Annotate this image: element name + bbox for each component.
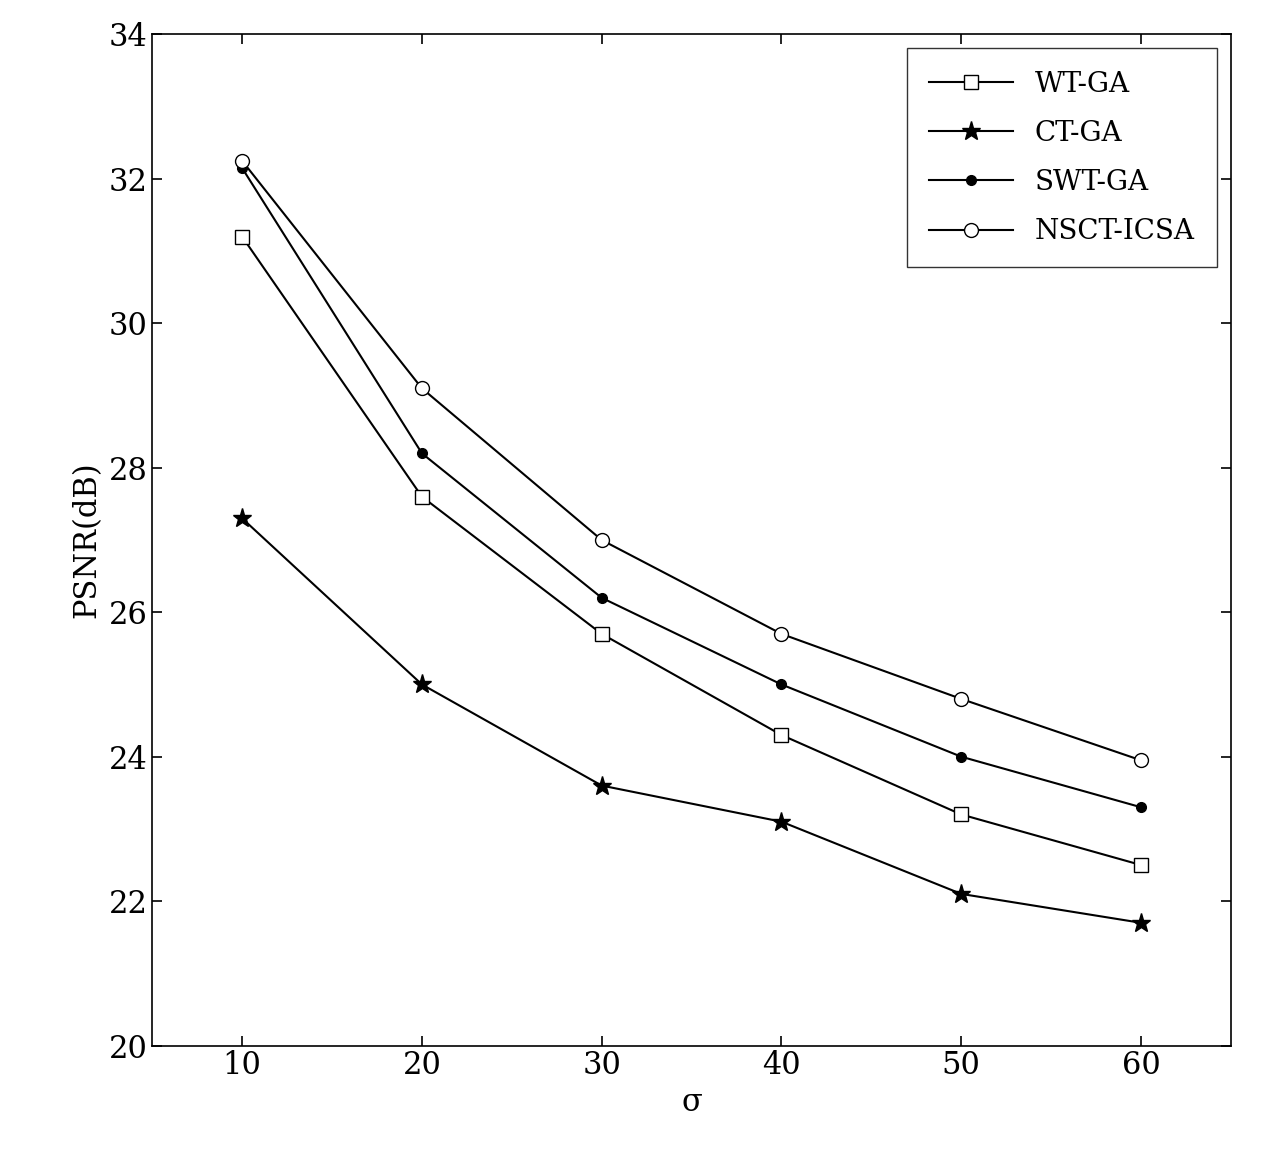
WT-GA bbox=[774, 728, 789, 742]
SWT-GA bbox=[235, 161, 250, 175]
WT-GA bbox=[594, 627, 609, 641]
Line: NSCT-ICSA: NSCT-ICSA bbox=[235, 154, 1148, 768]
SWT-GA bbox=[415, 447, 430, 461]
Line: WT-GA: WT-GA bbox=[235, 230, 1148, 872]
CT-GA bbox=[235, 511, 250, 525]
NSCT-ICSA bbox=[594, 533, 609, 547]
SWT-GA bbox=[1133, 801, 1148, 815]
Line: SWT-GA: SWT-GA bbox=[232, 159, 1151, 817]
WT-GA bbox=[415, 489, 430, 503]
CT-GA bbox=[415, 678, 430, 692]
SWT-GA bbox=[594, 591, 609, 604]
SWT-GA bbox=[954, 750, 970, 764]
X-axis label: σ: σ bbox=[681, 1087, 702, 1118]
NSCT-ICSA bbox=[1133, 754, 1148, 768]
Legend: WT-GA, CT-GA, SWT-GA, NSCT-ICSA: WT-GA, CT-GA, SWT-GA, NSCT-ICSA bbox=[907, 48, 1217, 268]
CT-GA bbox=[954, 887, 970, 901]
CT-GA bbox=[1133, 916, 1148, 930]
SWT-GA bbox=[774, 678, 789, 692]
WT-GA bbox=[235, 230, 250, 244]
Y-axis label: PSNR(dB): PSNR(dB) bbox=[72, 462, 103, 618]
CT-GA bbox=[594, 779, 609, 793]
NSCT-ICSA bbox=[415, 381, 430, 395]
NSCT-ICSA bbox=[774, 627, 789, 641]
NSCT-ICSA bbox=[235, 154, 250, 168]
NSCT-ICSA bbox=[954, 692, 970, 705]
WT-GA bbox=[954, 808, 970, 822]
Line: CT-GA: CT-GA bbox=[232, 509, 1151, 933]
CT-GA bbox=[774, 815, 789, 828]
WT-GA bbox=[1133, 858, 1148, 872]
